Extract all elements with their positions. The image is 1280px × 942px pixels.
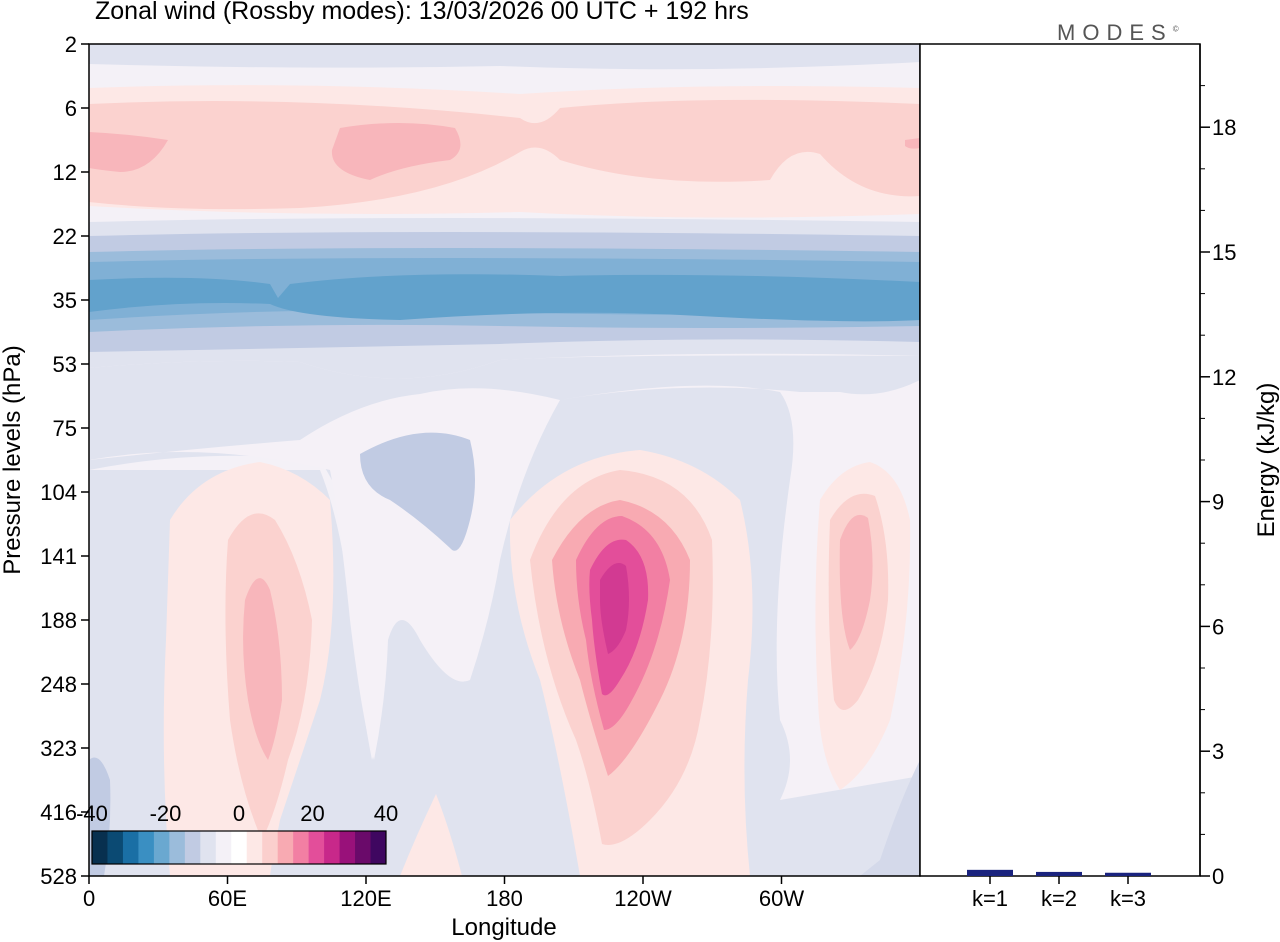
pressure-tick-label: 141: [40, 544, 77, 569]
colorbar-swatch: [355, 831, 372, 864]
energy-axis: 0 3 6 9 12 15 18: [1200, 85, 1236, 889]
heatmap-field: [89, 44, 920, 876]
energy-tick-label: 3: [1212, 739, 1224, 764]
pressure-tick-label: 528: [40, 864, 77, 889]
longitude-tick-label: 60E: [208, 886, 247, 911]
energy-bar: [1105, 872, 1151, 876]
colorbar: -40 -20 0 20 40: [76, 801, 398, 865]
pressure-tick-label: 2: [65, 32, 77, 57]
colorbar-swatch: [293, 831, 310, 864]
colorbar-swatch: [215, 831, 232, 864]
pressure-tick-label: 104: [40, 480, 77, 505]
brand-name: MODES: [1057, 20, 1173, 45]
colorbar-swatch: [262, 831, 279, 864]
contour-neg-lobe-a: [360, 432, 475, 551]
pressure-tick-label: 75: [53, 416, 77, 441]
contour-neg-lobe-c: [860, 760, 920, 876]
colorbar-tick-label: 40: [374, 801, 398, 826]
modes-logo: MODES©: [1057, 20, 1179, 46]
energy-tick-label: 12: [1212, 365, 1236, 390]
energy-panel-frame: [919, 43, 1201, 877]
colorbar-swatch: [153, 831, 170, 864]
contour-strat-pos-3a: [89, 132, 168, 172]
energy-bars: k=1 k=2 k=3: [967, 869, 1151, 911]
x-axis-title: Longitude: [451, 914, 556, 941]
energy-category-label: k=2: [1041, 886, 1077, 911]
colorbar-tick-label: 0: [233, 801, 245, 826]
contour-pos-75e-3: [243, 578, 282, 760]
colorbar-swatch: [92, 831, 108, 864]
colorbar-swatch: [200, 831, 217, 864]
colorbar-tick-label: -20: [150, 801, 182, 826]
colorbar-swatch: [370, 831, 387, 864]
pressure-tick-label: 22: [53, 224, 77, 249]
colorbar-tick-label: -40: [76, 801, 108, 826]
energy-bar: [967, 869, 1013, 876]
energy-tick-label: 15: [1212, 240, 1236, 265]
contour-strat-pos-3b: [331, 123, 461, 180]
colorbar-swatch: [324, 831, 341, 864]
colorbar-frame: [91, 830, 387, 865]
pressure-tick-label: 12: [53, 160, 77, 185]
colorbar-swatch: [277, 831, 294, 864]
longitude-tick-label: 120E: [340, 886, 391, 911]
pressure-tick-label: 53: [53, 352, 77, 377]
brand-mark: ©: [1172, 24, 1179, 34]
pressure-tick-label: 323: [40, 736, 77, 761]
pressure-tick-label: 188: [40, 608, 77, 633]
colorbar-swatch: [169, 831, 186, 864]
longitude-axis: 0 60E 120E 180 120W 60W: [83, 876, 804, 911]
contour-strat-pos-3c: [905, 138, 920, 149]
contour-pos-120w-6: [600, 563, 629, 654]
pressure-tick-label: 6: [65, 96, 77, 121]
energy-tick-label: 0: [1212, 864, 1224, 889]
energy-category-label: k=1: [972, 886, 1008, 911]
contour-pos-60w-3: [839, 514, 873, 650]
energy-tick-label: 18: [1212, 115, 1236, 140]
longitude-tick-label: 60W: [759, 886, 804, 911]
colorbar-swatch: [308, 831, 325, 864]
pressure-tick-label: 248: [40, 672, 77, 697]
pressure-axis: 2 6 12 22 35 53 75 104 141 188 248 323 416 528: [40, 32, 89, 889]
longitude-tick-label: 180: [486, 886, 523, 911]
energy-axis-title: Energy (kJ/kg): [1253, 383, 1280, 538]
pressure-tick-label: 416: [40, 800, 77, 825]
pressure-tick-label: 35: [53, 288, 77, 313]
energy-tick-label: 9: [1212, 490, 1224, 515]
colorbar-swatch: [122, 831, 139, 864]
energy-category-label: k=3: [1110, 886, 1146, 911]
colorbar-swatch: [184, 831, 201, 864]
colorbar-tick-label: 20: [300, 801, 324, 826]
colorbar-swatch: [138, 831, 155, 864]
contour-pos-150e: [400, 794, 462, 876]
colorbar-swatch: [339, 831, 356, 864]
colorbar-swatch: [231, 831, 248, 864]
colorbar-swatch: [107, 831, 124, 864]
energy-bar: [1036, 871, 1082, 876]
contour-top-negative: [89, 44, 920, 70]
y-axis-title: Pressure levels (hPa): [0, 345, 26, 574]
chart-title: Zonal wind (Rossby modes): 13/03/2026 00…: [95, 0, 749, 25]
colorbar-swatch: [246, 831, 263, 864]
longitude-tick-label: 0: [83, 886, 95, 911]
longitude-tick-label: 120W: [614, 886, 672, 911]
contour-neg-5: [89, 274, 920, 322]
contour-strat-pos-2: [89, 99, 920, 210]
energy-tick-label: 6: [1212, 614, 1224, 639]
